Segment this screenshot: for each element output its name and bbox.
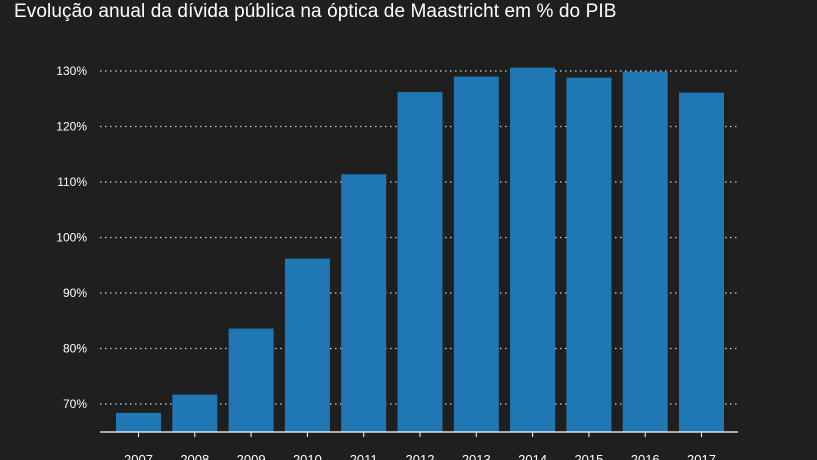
- x-tick-label: 2016: [631, 452, 660, 460]
- x-tick-label: 2013: [462, 452, 491, 460]
- y-tick-labels: 70% 80% 90% 100% 110% 120% 130%: [56, 64, 87, 411]
- bar-2011: [341, 174, 387, 433]
- x-tick-labels: 2007 2008 2009 2010 2011 2012 2013 2014 2015 2016…: [124, 432, 716, 460]
- x-tick-label: 2007: [124, 452, 153, 460]
- x-tick-label: 2008: [180, 452, 209, 460]
- bar-2014: [510, 67, 556, 433]
- x-tick-label: 2011: [350, 452, 378, 460]
- x-tick-label: 2009: [237, 452, 266, 460]
- bars: [116, 67, 724, 433]
- y-tick-label: 120%: [56, 120, 87, 134]
- bar-2008: [172, 394, 218, 432]
- bar-2010: [284, 258, 330, 432]
- bar-2007: [116, 412, 161, 432]
- x-tick-label: 2015: [574, 452, 603, 460]
- bar-2016: [622, 71, 668, 433]
- bar-2015: [566, 77, 612, 432]
- y-tick-label: 80%: [63, 342, 87, 356]
- chart-title: Evolução anual da dívida pública na ópti…: [14, 1, 617, 22]
- x-tick-label: 2014: [518, 452, 547, 460]
- bar-2013: [453, 76, 499, 433]
- y-tick-label: 110%: [57, 175, 87, 189]
- x-tick-label: 2012: [406, 452, 435, 460]
- bar-2012: [397, 92, 443, 432]
- y-tick-label: 90%: [63, 286, 87, 300]
- bar-2009: [228, 328, 274, 432]
- x-tick-label: 2010: [293, 452, 322, 460]
- y-tick-label: 100%: [56, 231, 87, 245]
- y-tick-label: 70%: [63, 397, 87, 411]
- x-tick-label: 2017: [687, 452, 716, 460]
- y-tick-label: 130%: [56, 64, 87, 78]
- bar-2017: [679, 92, 724, 433]
